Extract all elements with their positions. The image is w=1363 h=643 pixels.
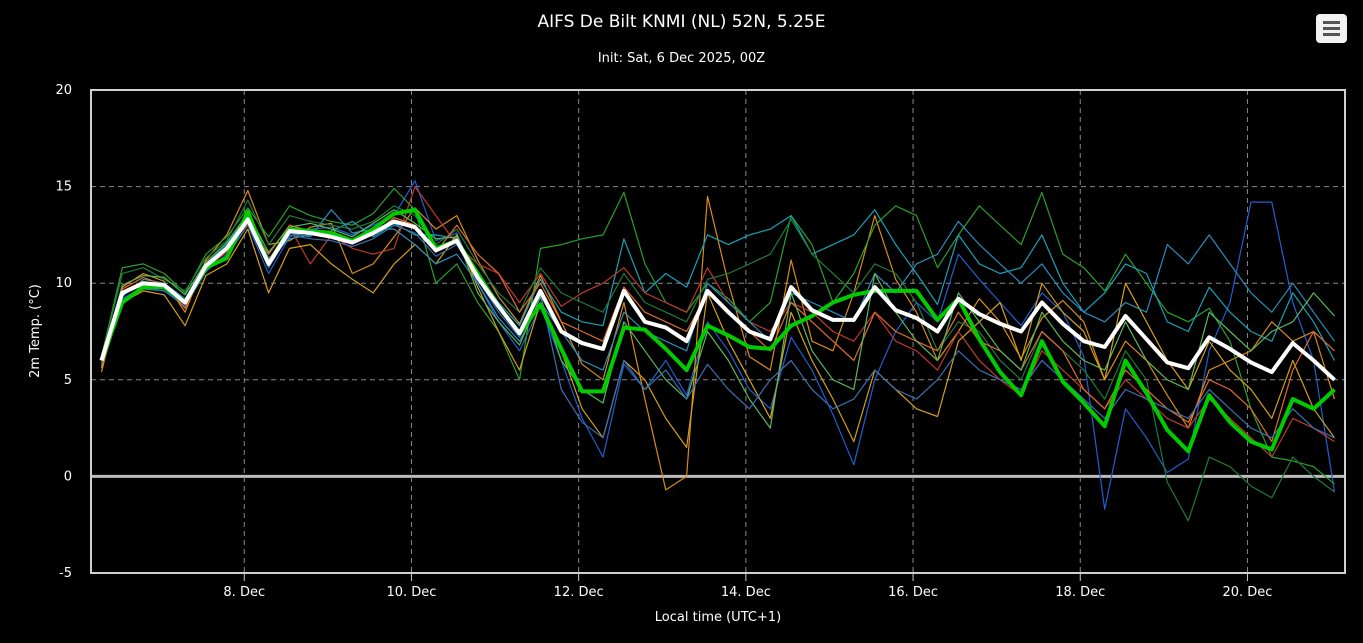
ensemble-member-line [100,187,1335,485]
y-tick-label: 10 [55,276,72,291]
y-tick-label: 0 [64,469,72,484]
y-tick-label: 5 [64,373,72,388]
y-tick-label: -5 [59,566,72,581]
y-axis-label: 2m Temp. (°C) [28,284,43,378]
ensemble-mean-line [99,217,1336,382]
ensemble-member-line [100,209,1336,361]
x-tick-label: 20. Dec [1222,585,1272,600]
x-tick-label: 12. Dec [554,585,604,600]
x-tick-label: 18. Dec [1055,585,1105,600]
ensemble-members [100,180,1336,522]
y-tick-label: 20 [55,83,72,98]
hamburger-menu-icon-bar [1323,33,1340,36]
x-axis-label: Local time (UTC+1) [655,610,781,625]
ensemble-member-line [100,224,1335,439]
ensemble-member-line [100,228,1335,448]
control-line [99,207,1336,454]
y-tick-label: 15 [55,180,72,195]
ensemble-member-line [100,186,1335,458]
x-tick-label: 10. Dec [386,585,436,600]
x-axis-ticks: 8. Dec 10. Dec 12. Dec 14. Dec 16. Dec 18. De… [223,573,1272,600]
chart-context-menu-button[interactable] [1316,14,1347,43]
x-tick-label: 8. Dec [223,585,265,600]
ensemble-member-line [100,209,1335,429]
chart-title: AIFS De Bilt KNMI (NL) 52N, 5.25E [537,12,826,32]
plot-border [90,89,1346,574]
hamburger-menu-icon-bar [1323,27,1340,30]
hamburger-menu-icon [1323,21,1340,24]
x-tick-label: 16. Dec [888,585,938,600]
highlight-series [99,207,1336,454]
y-axis-ticks: -5 0 5 10 15 20 [55,83,72,581]
ensemble-member-line [100,199,1335,522]
ensemble-member-line [100,209,1335,371]
x-tick-label: 14. Dec [721,585,771,600]
chart-subtitle: Init: Sat, 6 Dec 2025, 00Z [597,51,766,66]
